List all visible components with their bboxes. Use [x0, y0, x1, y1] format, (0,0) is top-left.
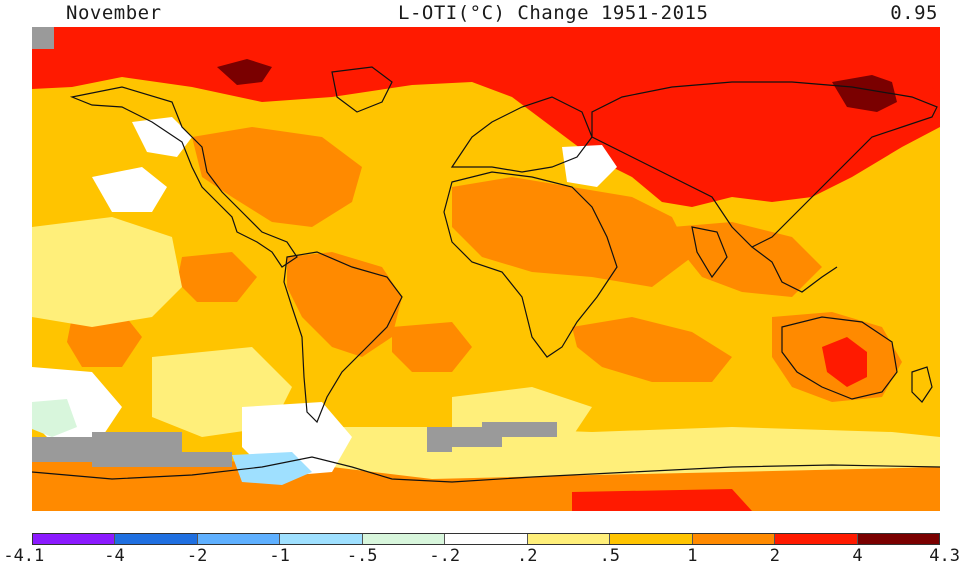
legend-swatch	[33, 534, 116, 544]
legend-swatch	[115, 534, 198, 544]
legend-swatch	[197, 534, 281, 544]
greenland-coast	[331, 66, 393, 113]
europe-coast	[450, 96, 593, 173]
legend-swatch	[692, 534, 776, 544]
legend-tick-label: 4	[852, 546, 863, 566]
legend-tick-label: .5	[599, 546, 621, 566]
missing-data-1	[32, 432, 232, 467]
south-america-orange	[287, 252, 402, 357]
middle-east-white	[562, 145, 617, 187]
southeast-pacific-light-green	[32, 399, 77, 437]
north-america-orange	[192, 127, 362, 227]
tropical-pacific-yellow	[32, 217, 182, 327]
australia-coast	[781, 316, 898, 400]
anomaly-regions	[32, 27, 940, 511]
legend-swatch	[610, 534, 693, 544]
new-zealand-coast	[911, 366, 933, 403]
north-africa-orange	[452, 177, 692, 287]
legend-tick-label: -4	[104, 546, 125, 566]
temperature-change-map	[32, 27, 940, 511]
east-pacific-white	[92, 167, 167, 212]
legend-tick-label: -.2	[429, 546, 461, 566]
legend-tick-label: 4.3	[929, 546, 960, 566]
legend-swatch	[775, 534, 858, 544]
north-america-coast	[69, 86, 298, 268]
legend-swatch	[280, 534, 363, 544]
color-legend	[32, 533, 940, 545]
india-coast	[691, 226, 728, 279]
legend-swatch	[362, 534, 446, 544]
legend-swatch	[857, 534, 939, 544]
siberia-hot-core	[832, 75, 897, 112]
scandinavia-hot-core	[217, 59, 272, 85]
legend-tick-label: -1	[269, 546, 290, 566]
antarctica-red	[572, 489, 752, 511]
legend-tick-label: .2	[517, 546, 538, 566]
legend-tick-label: -2	[186, 546, 208, 566]
legend-tick-label: -.5	[346, 546, 378, 566]
legend-tick-label: 1	[687, 546, 698, 566]
south-asia-orange	[672, 222, 822, 297]
global-mean-value: 0.95	[890, 2, 938, 24]
antarctica-coast	[32, 456, 940, 483]
indian-ocean-orange	[572, 317, 732, 382]
africa-coast	[443, 171, 618, 358]
pacific-orange-2	[177, 252, 257, 302]
month-label: November	[66, 2, 162, 24]
missing-data-3	[32, 27, 54, 49]
weddell-cold-patch	[232, 452, 312, 485]
legend-tick-label: 2	[769, 546, 781, 566]
legend-swatch	[445, 534, 528, 544]
australia-red	[822, 337, 867, 387]
map-title: L-OTI(°C) Change 1951-2015	[398, 2, 709, 24]
asia-coast	[591, 81, 938, 248]
coastlines	[32, 66, 940, 483]
legend-swatch	[527, 534, 611, 544]
southeast-asia-coast	[751, 246, 838, 293]
atlantic-orange	[392, 322, 472, 372]
alaska-white	[132, 117, 192, 157]
missing-data-2	[427, 422, 557, 452]
legend-tick-labels: -4.1 -4 -2 -1 -.5 -.2 .2 .5 1 2 4 4.3	[3, 546, 960, 568]
south-america-coast	[283, 251, 403, 424]
legend-tick-label: -4.1	[3, 546, 45, 566]
